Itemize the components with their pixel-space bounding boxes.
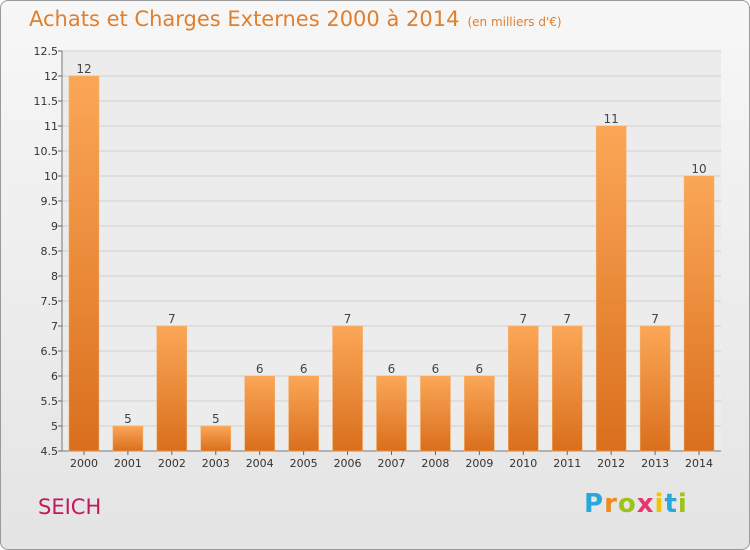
logo-letter: t <box>664 489 678 519</box>
bar-2013 <box>639 325 671 452</box>
bar-value-label: 6 <box>388 362 396 376</box>
bar-2004 <box>244 375 275 452</box>
chart-title-block: Achats et Charges Externes 2000 à 2014 (e… <box>29 7 562 31</box>
x-tick-label: 2004 <box>246 457 274 470</box>
x-tick-label: 2010 <box>509 457 537 470</box>
bar-value-label: 7 <box>519 312 527 326</box>
x-tick-label: 2014 <box>685 457 713 470</box>
y-tick-label: 8 <box>51 270 58 283</box>
bar-2000 <box>68 75 100 452</box>
x-tick-label: 2003 <box>202 457 230 470</box>
y-tick-label: 9 <box>51 220 58 233</box>
bar-value-label: 10 <box>691 162 706 176</box>
x-tick-label: 2009 <box>465 457 493 470</box>
y-tick-label: 5.5 <box>41 395 59 408</box>
bar-2014 <box>683 175 715 452</box>
bar-2011 <box>551 325 583 452</box>
bar-value-label: 5 <box>212 412 220 426</box>
y-tick-label: 6.5 <box>41 345 59 358</box>
x-tick-label: 2006 <box>334 457 362 470</box>
y-tick-label: 7.5 <box>41 295 59 308</box>
bar-value-label: 12 <box>76 62 91 76</box>
logo-letter: i <box>654 489 665 519</box>
commune-name: SEICH <box>38 495 102 519</box>
y-tick-label: 11 <box>44 120 58 133</box>
x-tick-label: 2011 <box>553 457 581 470</box>
y-tick-label: 7 <box>51 320 58 333</box>
bar-2010 <box>508 325 539 452</box>
bar-2006 <box>332 325 363 452</box>
x-tick-label: 2012 <box>597 457 625 470</box>
y-tick-label: 8.5 <box>41 245 59 258</box>
logo-letter: o <box>617 489 637 519</box>
bar-value-label: 7 <box>563 312 571 326</box>
x-tick-label: 2013 <box>641 457 669 470</box>
logo-letter: x <box>636 489 655 519</box>
bar-value-label: 6 <box>256 362 264 376</box>
bar-value-label: 6 <box>300 362 308 376</box>
bar-2008 <box>420 375 451 452</box>
logo-letter: r <box>604 489 618 519</box>
x-tick-label: 2005 <box>290 457 318 470</box>
bar-value-label: 11 <box>604 112 619 126</box>
bar-2009 <box>464 375 495 452</box>
y-tick-label: 10.5 <box>34 145 59 158</box>
y-tick-label: 4.5 <box>41 445 59 458</box>
x-tick-label: 2002 <box>158 457 186 470</box>
x-tick-label: 2000 <box>70 457 98 470</box>
x-tick-label: 2001 <box>114 457 142 470</box>
y-tick-label: 12 <box>44 70 58 83</box>
y-tick-label: 5 <box>51 420 58 433</box>
bar-value-label: 6 <box>432 362 440 376</box>
chart-title: Achats et Charges Externes 2000 à 2014 <box>29 7 460 31</box>
bar-2005 <box>288 375 319 452</box>
bar-value-label: 7 <box>168 312 176 326</box>
x-tick-label: 2007 <box>378 457 406 470</box>
y-tick-label: 9.5 <box>41 195 59 208</box>
chart-unit: (en milliers d'€) <box>467 15 562 29</box>
bar-value-label: 7 <box>651 312 659 326</box>
y-tick-label: 10 <box>44 170 58 183</box>
bar-value-label: 5 <box>124 412 132 426</box>
logo-letter: i <box>677 489 688 519</box>
bar-2002 <box>156 325 188 452</box>
bar-2003 <box>200 425 232 452</box>
bar-value-label: 7 <box>344 312 352 326</box>
y-tick-label: 12.5 <box>34 45 59 58</box>
bar-2001 <box>112 425 144 452</box>
proxiti-logo: Proxiti <box>584 489 688 519</box>
y-tick-label: 11.5 <box>34 95 59 108</box>
x-tick-label: 2008 <box>421 457 449 470</box>
bar-2007 <box>376 375 407 452</box>
bar-value-label: 6 <box>476 362 484 376</box>
y-tick-label: 6 <box>51 370 58 383</box>
bar-2012 <box>595 125 627 452</box>
logo-letter: P <box>584 489 605 519</box>
